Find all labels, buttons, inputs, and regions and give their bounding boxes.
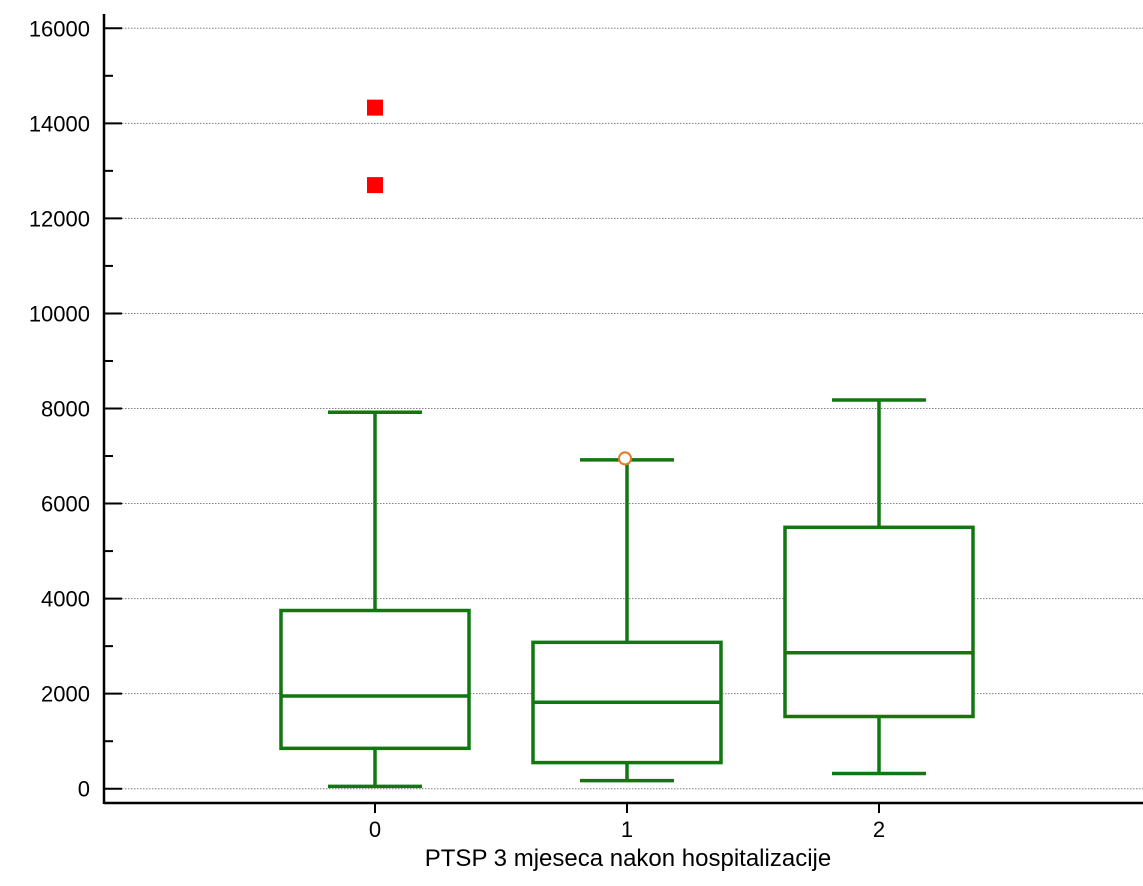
x-tick-label-2: 2 xyxy=(873,817,885,842)
outlier-point-1-0 xyxy=(618,451,632,466)
far-outlier-point-0-0 xyxy=(367,177,383,194)
y-tick-label-14000: 14000 xyxy=(29,111,90,136)
box-2 xyxy=(783,398,975,776)
y-tick-label-6000: 6000 xyxy=(41,492,90,517)
y-tick-label-4000: 4000 xyxy=(41,587,90,612)
x-tick-label-1: 1 xyxy=(621,817,633,842)
y-tick-label-12000: 12000 xyxy=(29,206,90,231)
y-tick-label-16000: 16000 xyxy=(29,16,90,41)
iqr-box-0 xyxy=(279,608,471,751)
outliers xyxy=(367,99,632,466)
box-0 xyxy=(279,410,471,789)
box-1 xyxy=(531,458,723,783)
y-tick-label-8000: 8000 xyxy=(41,397,90,422)
y-tick-label-0: 0 xyxy=(78,777,90,802)
axes: 0 2000 4000 6000 8000 10000 12000 14000 16000 0 1 2 xyxy=(29,14,1143,842)
iqr-box-2 xyxy=(783,525,975,719)
far-outlier-point-0-1 xyxy=(367,99,383,116)
x-tick-label-0: 0 xyxy=(369,817,381,842)
boxes xyxy=(279,398,975,789)
x-axis-title: PTSP 3 mjeseca nakon hospitalizacije xyxy=(425,845,831,872)
y-tick-label-2000: 2000 xyxy=(41,682,90,707)
y-tick-label-10000: 10000 xyxy=(29,301,90,326)
